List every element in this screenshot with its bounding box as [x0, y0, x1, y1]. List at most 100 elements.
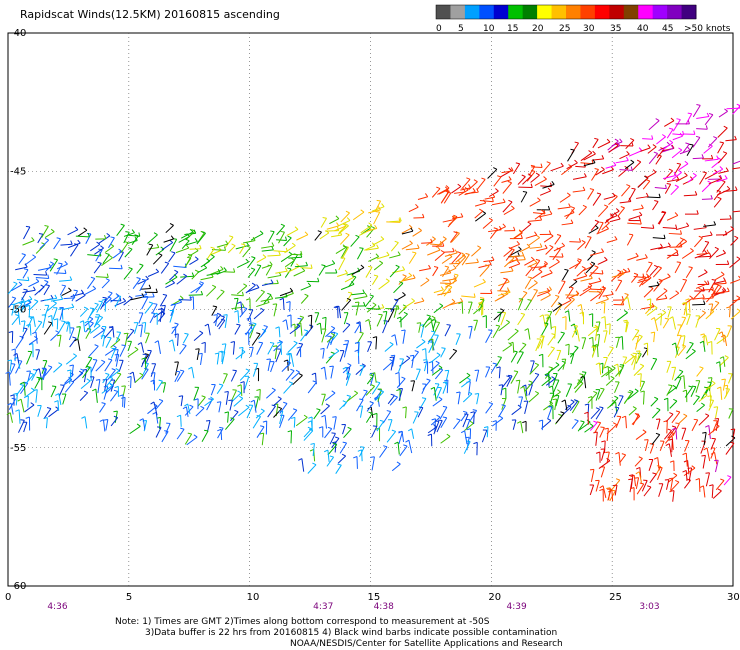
wind-barb: [692, 396, 700, 406]
wind-barb: [341, 299, 352, 311]
wind-barb: [294, 265, 308, 268]
wind-barb-flag: [359, 247, 364, 249]
wind-barb-flag: [588, 150, 593, 154]
wind-barb: [702, 242, 710, 253]
wind-barb: [702, 455, 706, 469]
wind-barb: [705, 311, 715, 320]
wind-barb: [20, 301, 32, 308]
wind-barb-flag: [430, 238, 433, 243]
wind-barb-flag: [460, 297, 464, 302]
wind-barb-flag: [445, 189, 450, 192]
wind-barb-flag: [593, 390, 598, 394]
y-tick-label: -40: [10, 28, 26, 39]
wind-barb: [237, 310, 240, 323]
wind-barb: [570, 353, 575, 365]
wind-barb: [705, 335, 709, 346]
wind-barb: [145, 350, 152, 363]
wind-barb: [185, 230, 196, 240]
wind-barb: [601, 222, 610, 231]
wind-barb-flag: [160, 307, 165, 311]
wind-barb-flag: [544, 244, 548, 249]
wind-barb-flag: [726, 260, 730, 265]
wind-barb: [26, 351, 33, 365]
wind-barb: [556, 350, 562, 361]
wind-barb: [615, 280, 623, 292]
wind-barb-flag: [289, 287, 294, 292]
wind-barb: [83, 369, 88, 383]
wind-barb: [24, 404, 35, 413]
wind-barb: [15, 360, 23, 374]
wind-barb-flag: [661, 211, 666, 214]
wind-barb: [180, 395, 184, 407]
wind-barb: [287, 266, 300, 273]
wind-barb-flag: [711, 285, 714, 290]
wind-barb-flag: [225, 240, 229, 245]
wind-barb: [11, 284, 23, 292]
wind-barb: [629, 478, 633, 493]
wind-barb: [216, 384, 224, 395]
wind-barb: [165, 276, 178, 285]
wind-barb: [397, 442, 400, 455]
wind-barb: [623, 392, 633, 405]
wind-barb-flag: [405, 439, 410, 443]
wind-barb-flag: [606, 487, 611, 490]
wind-barb: [169, 310, 175, 323]
wind-barb-flag: [658, 278, 663, 282]
wind-barb: [590, 469, 595, 483]
wind-barb-flag: [701, 402, 705, 406]
wind-barb: [474, 202, 486, 207]
wind-barb-flag: [682, 389, 687, 392]
wind-barb: [634, 458, 643, 467]
note-line-2: 3)Data buffer is 22 hrs from 20160815 4)…: [145, 628, 557, 638]
wind-barb-flag: [436, 352, 441, 356]
wind-barb: [168, 252, 176, 263]
wind-barb-flag: [89, 321, 94, 324]
wind-barb-flag: [260, 307, 265, 311]
wind-barb: [614, 484, 618, 496]
wind-barb: [324, 392, 336, 402]
wind-barb: [104, 327, 114, 339]
wind-barb-flag: [587, 236, 592, 238]
wind-barb: [110, 391, 119, 402]
wind-barb-flag: [374, 396, 379, 400]
wind-barb: [602, 293, 614, 297]
wind-barb-flag: [599, 406, 604, 409]
colorbar-label: 45: [662, 24, 673, 34]
wind-barb-flag: [540, 209, 545, 213]
wind-barb-flag: [485, 264, 490, 267]
colorbar: [435, 4, 697, 20]
wind-barb-flag: [673, 472, 678, 476]
wind-barb: [37, 267, 52, 271]
wind-barb-flag: [125, 231, 130, 233]
wind-barb-flag: [113, 410, 118, 413]
wind-barb: [562, 358, 567, 370]
wind-barb-flag: [312, 462, 317, 466]
wind-barb-flag: [473, 293, 476, 298]
wind-barb: [394, 334, 398, 346]
wind-barb-flag: [685, 298, 690, 301]
wind-barb: [84, 416, 88, 429]
note-line-3: NOAA/NESDIS/Center for Satellite Applica…: [290, 639, 563, 649]
wind-barb-flag: [229, 235, 234, 238]
wind-barb-flag: [576, 259, 581, 264]
wind-barb-flag: [403, 311, 408, 315]
wind-barb: [442, 218, 455, 223]
wind-barb-flag: [395, 264, 400, 268]
wind-barb: [162, 305, 166, 316]
wind-barb: [279, 290, 293, 297]
wind-barb: [648, 284, 660, 288]
wind-barb: [281, 362, 291, 372]
wind-barb: [635, 477, 640, 489]
wind-barb: [15, 337, 24, 349]
wind-barb: [176, 275, 188, 285]
wind-barb: [82, 366, 91, 379]
wind-barb: [131, 235, 139, 245]
wind-barb: [127, 234, 140, 237]
wind-barb-flag: [495, 188, 499, 192]
wind-barb: [161, 242, 173, 251]
wind-barb: [247, 269, 256, 278]
wind-barb-flag: [300, 250, 303, 255]
wind-barb-flag: [615, 451, 620, 455]
wind-barb-flag: [376, 244, 379, 249]
wind-barb-flag: [360, 209, 365, 213]
